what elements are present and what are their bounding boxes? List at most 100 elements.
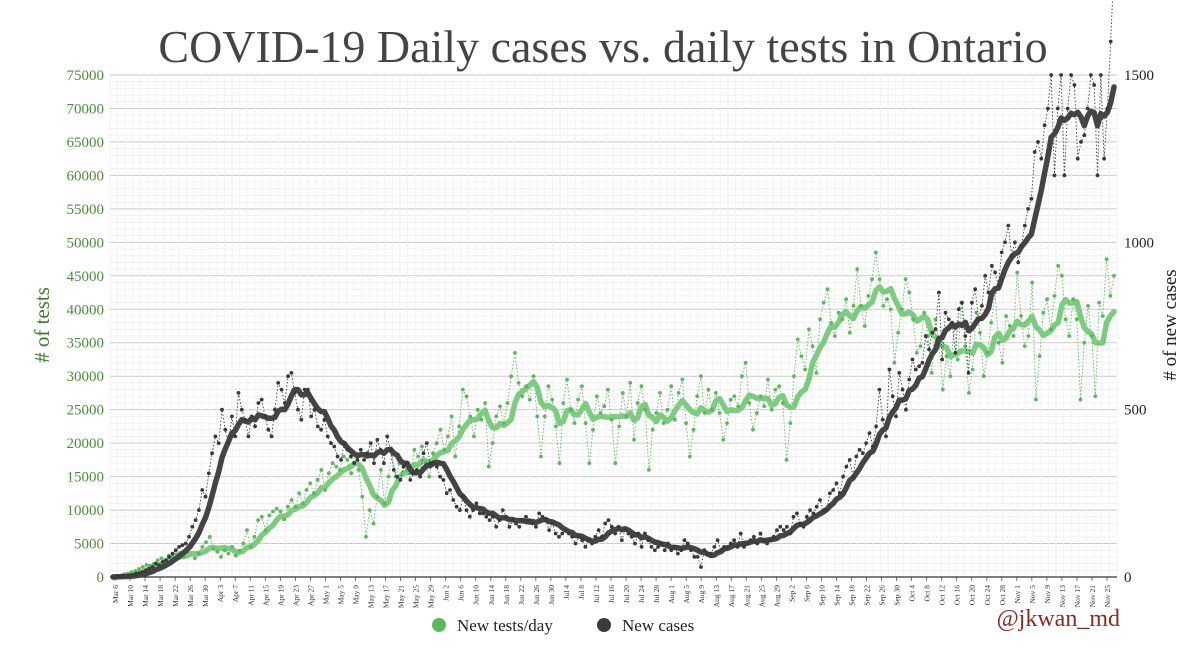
data-point bbox=[144, 568, 148, 573]
data-point bbox=[312, 491, 316, 496]
x-tick-label: Jul 28 bbox=[652, 585, 661, 603]
data-point bbox=[1059, 73, 1063, 77]
data-point bbox=[259, 397, 264, 402]
data-point bbox=[1071, 297, 1075, 302]
data-point bbox=[241, 541, 246, 546]
data-point bbox=[524, 514, 528, 519]
data-point bbox=[1095, 173, 1100, 178]
data-point bbox=[565, 377, 569, 382]
data-point bbox=[917, 364, 921, 369]
x-tick-label: Jun 2 bbox=[442, 585, 451, 601]
seven-day-average-line bbox=[110, 84, 1117, 580]
data-point bbox=[773, 387, 778, 392]
data-point bbox=[999, 250, 1004, 255]
data-point bbox=[159, 556, 164, 561]
data-point bbox=[665, 407, 670, 412]
data-point bbox=[996, 283, 1001, 288]
data-point bbox=[382, 501, 387, 506]
data-point bbox=[326, 471, 331, 476]
data-point bbox=[866, 294, 871, 298]
x-tick-label: Oct 4 bbox=[908, 585, 917, 602]
data-point bbox=[236, 391, 241, 395]
data-point bbox=[140, 570, 145, 574]
data-point bbox=[302, 387, 307, 392]
data-point bbox=[1060, 273, 1064, 278]
data-point bbox=[676, 551, 680, 556]
data-point bbox=[953, 350, 958, 355]
data-point bbox=[857, 447, 862, 452]
data-point bbox=[271, 509, 275, 514]
data-point bbox=[602, 404, 607, 409]
data-point bbox=[752, 534, 756, 539]
data-point bbox=[740, 374, 744, 379]
data-point bbox=[111, 575, 115, 579]
data-point bbox=[619, 538, 624, 543]
data-point bbox=[791, 514, 796, 519]
data-point bbox=[535, 414, 540, 419]
data-point bbox=[557, 461, 562, 466]
data-point bbox=[438, 427, 443, 432]
data-point bbox=[598, 411, 603, 415]
data-point bbox=[160, 560, 165, 564]
data-point bbox=[1086, 304, 1090, 308]
data-point bbox=[206, 471, 211, 476]
data-point bbox=[252, 534, 257, 539]
data-point bbox=[647, 468, 651, 472]
data-point bbox=[256, 401, 261, 405]
data-point bbox=[788, 531, 793, 536]
data-point bbox=[289, 371, 294, 375]
data-point bbox=[576, 397, 580, 402]
data-point bbox=[1013, 240, 1017, 245]
data-point bbox=[624, 414, 629, 419]
data-point bbox=[296, 407, 300, 412]
data-point bbox=[424, 441, 429, 445]
data-point bbox=[662, 548, 667, 553]
data-point bbox=[745, 541, 750, 546]
data-point bbox=[911, 317, 915, 322]
data-point bbox=[364, 534, 368, 539]
data-point bbox=[259, 514, 264, 519]
data-point bbox=[1063, 317, 1068, 322]
data-point bbox=[903, 277, 908, 281]
y-tick-label-left: 55000 bbox=[67, 202, 105, 218]
data-point bbox=[416, 454, 420, 459]
x-tick-label: Jun 6 bbox=[457, 585, 466, 601]
data-point bbox=[836, 310, 841, 315]
data-point bbox=[1000, 360, 1005, 365]
data-point bbox=[981, 374, 986, 379]
data-point bbox=[140, 565, 145, 569]
data-point bbox=[266, 427, 271, 432]
data-point bbox=[527, 518, 532, 522]
data-point bbox=[1108, 39, 1113, 44]
data-point bbox=[1007, 324, 1012, 328]
x-tick-label: Mar 6 bbox=[111, 585, 120, 603]
x-tick-label: May 5 bbox=[336, 585, 345, 605]
data-point bbox=[669, 548, 674, 553]
data-point bbox=[267, 513, 272, 518]
data-point bbox=[352, 461, 357, 466]
data-point bbox=[1019, 243, 1024, 248]
data-point bbox=[230, 414, 234, 419]
data-point bbox=[976, 317, 981, 322]
data-point bbox=[937, 290, 941, 295]
data-point bbox=[300, 501, 305, 506]
data-point bbox=[246, 434, 251, 439]
y-tick-label-left: 75000 bbox=[67, 68, 105, 84]
data-point bbox=[970, 300, 974, 305]
data-point bbox=[457, 424, 461, 429]
x-tick-label: May 21 bbox=[397, 585, 406, 608]
data-point bbox=[263, 528, 268, 532]
data-point bbox=[114, 574, 119, 579]
data-point bbox=[514, 521, 518, 526]
data-point bbox=[484, 514, 489, 519]
data-point bbox=[230, 545, 235, 549]
data-point bbox=[715, 538, 720, 543]
data-point bbox=[147, 566, 152, 571]
data-point bbox=[517, 524, 522, 529]
x-tick-label: Sep 14 bbox=[832, 585, 841, 606]
data-point bbox=[643, 407, 647, 412]
x-tick-label: Apr 3 bbox=[216, 585, 225, 603]
x-tick-label: Jun 22 bbox=[517, 585, 526, 605]
data-point bbox=[219, 555, 223, 559]
x-tick-label: Nov 5 bbox=[1028, 585, 1037, 604]
